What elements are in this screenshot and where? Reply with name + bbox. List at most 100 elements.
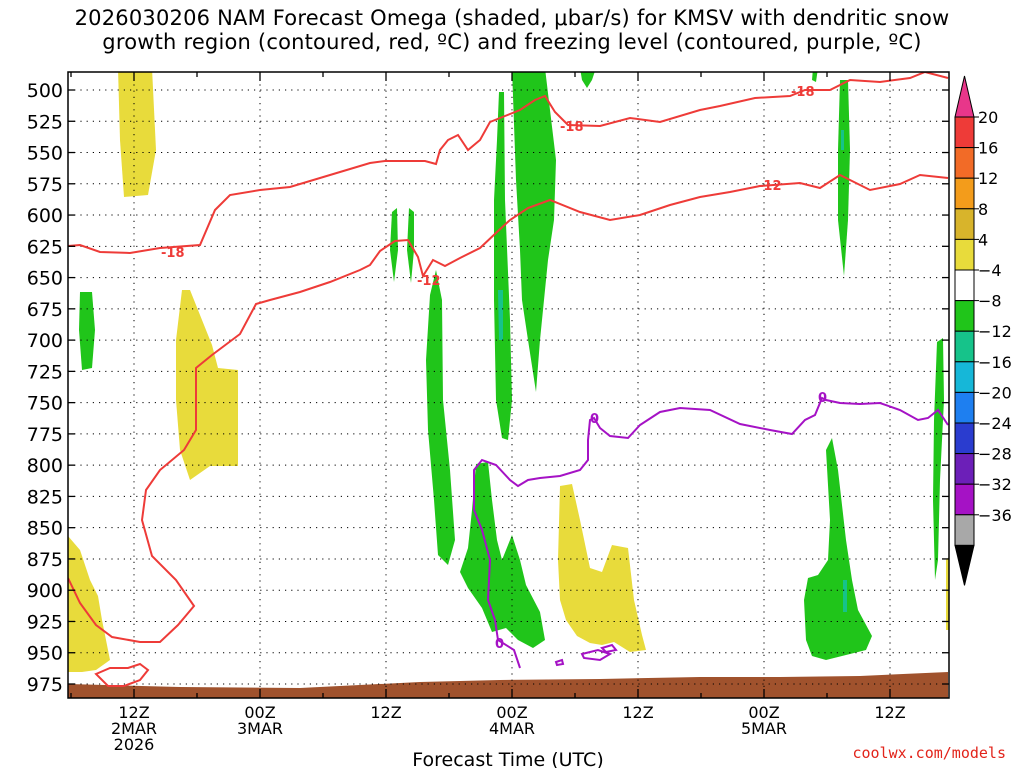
x-tick-label: 00Z <box>496 703 527 722</box>
colorbar-label: 8 <box>978 200 988 219</box>
y-tick-label: 675 <box>27 299 63 321</box>
freezing-level-small <box>600 643 618 654</box>
omega-region-negative <box>390 208 398 282</box>
colorbar-label: −8 <box>978 292 1002 311</box>
y-tick-label: 825 <box>27 486 63 508</box>
colorbar-label: 12 <box>978 169 998 188</box>
x-tick-label: 2026 <box>114 735 155 754</box>
colorbar-swatch <box>954 483 975 516</box>
omega-region-positive <box>558 484 646 652</box>
x-tick-label: 00Z <box>244 703 275 722</box>
contours <box>68 72 949 687</box>
colorbar-swatch <box>954 238 975 271</box>
omega-region-negative <box>460 462 545 648</box>
y-tick-label: 750 <box>27 393 63 415</box>
colorbar-swatch <box>954 75 975 118</box>
x-tick-label: 12Z <box>370 703 401 722</box>
colorbar-label: 4 <box>978 230 988 249</box>
y-tick-label: 725 <box>27 361 63 383</box>
y-tick-label: 950 <box>27 643 63 665</box>
y-tick-label: 525 <box>27 111 63 133</box>
omega-region-negative <box>933 338 944 580</box>
omega-region-negative <box>812 72 818 82</box>
x-tick-label: 12Z <box>874 703 905 722</box>
dgz-contour-small <box>94 662 150 687</box>
omega-region-negative <box>512 72 556 392</box>
freezing-level-small <box>580 648 613 662</box>
colorbar-swatch <box>954 422 975 455</box>
colorbar-swatch <box>954 391 975 424</box>
contour-label: -18 <box>791 85 815 100</box>
y-tick-label: 600 <box>27 205 63 227</box>
colorbar-label: 20 <box>978 108 998 127</box>
omega-core-teal <box>498 290 503 340</box>
contour-label: 0 <box>495 637 504 652</box>
contour-label: -18 <box>560 120 584 135</box>
colorbar-label: −36 <box>978 506 1012 525</box>
contour-labels: -18 -18 -18 -12 -12 0 0 0 <box>161 85 827 652</box>
omega-region-positive <box>118 72 156 197</box>
y-tick-label: 850 <box>27 518 63 540</box>
colorbar-swatch <box>954 177 975 210</box>
colorbar-swatch <box>954 300 975 332</box>
dgz-contour-minus12 <box>68 173 949 643</box>
y-tick-label: 875 <box>27 549 63 571</box>
y-tick-label: 925 <box>27 611 63 633</box>
x-tick-label: 12Z <box>622 703 653 722</box>
y-tick-label: 625 <box>27 236 63 258</box>
omega-region-negative <box>426 270 455 565</box>
colorbar-label: −24 <box>978 414 1012 433</box>
colorbar-label: −12 <box>978 322 1012 341</box>
y-tick-label: 775 <box>27 424 63 446</box>
x-tick-label: 00Z <box>748 703 779 722</box>
y-axis: 500 525 550 575 600 625 650 675 700 725 750 775 800 8… <box>27 80 949 696</box>
colorbar-swatch <box>954 116 975 149</box>
colorbar-label: −20 <box>978 383 1012 402</box>
omega-region-positive <box>68 536 110 672</box>
y-tick-label: 575 <box>27 174 63 196</box>
contour-label: -12 <box>417 274 441 289</box>
y-tick-label: 975 <box>27 674 63 696</box>
x-tick-label: 12Z <box>118 703 149 722</box>
colorbar-swatch <box>954 544 975 586</box>
y-tick-label: 800 <box>27 455 63 477</box>
chart-title: 2026030206 NAM Forecast Omega (shaded, μ… <box>0 6 1024 54</box>
title-line-1: 2026030206 NAM Forecast Omega (shaded, μ… <box>74 6 950 30</box>
omega-region-negative <box>804 438 872 660</box>
colorbar-swatch <box>954 453 975 485</box>
colorbar: 20 16 12 8 4 −4 −8 −12 −16 −20 −24 −28 −32 −36 <box>954 75 1012 586</box>
contour-label: 0 <box>590 412 599 427</box>
y-tick-label: 650 <box>27 268 63 290</box>
contour-label: -12 <box>758 179 782 194</box>
colorbar-swatch <box>954 330 975 363</box>
y-tick-label: 550 <box>27 143 63 165</box>
x-tick-label: 2MAR <box>111 719 157 738</box>
omega-region-negative <box>494 92 512 440</box>
colorbar-label: −4 <box>978 261 1002 280</box>
colorbar-label: 16 <box>978 139 998 158</box>
ground-surface <box>68 672 948 698</box>
colorbar-swatch <box>954 269 975 302</box>
colorbar-label: −16 <box>978 353 1012 372</box>
x-tick-label: 3MAR <box>237 719 283 738</box>
omega-core-teal <box>841 130 844 150</box>
colorbar-label: −32 <box>978 475 1012 494</box>
colorbar-swatch <box>954 514 975 546</box>
x-axis-label: Forecast Time (UTC) <box>412 749 603 768</box>
grid <box>68 72 949 698</box>
y-tick-label: 700 <box>27 330 63 352</box>
colorbar-swatch <box>954 147 975 179</box>
omega-core-teal <box>843 580 847 612</box>
y-tick-label: 500 <box>27 80 63 102</box>
colorbar-swatch <box>954 208 975 240</box>
colorbar-label: −28 <box>978 445 1012 464</box>
contour-label: 0 <box>818 391 827 406</box>
y-tick-label: 900 <box>27 580 63 602</box>
dgz-contour-minus18 <box>68 72 949 255</box>
title-line-2: growth region (contoured, red, ºC) and f… <box>102 30 922 54</box>
omega-region-positive <box>176 290 238 480</box>
omega-shading <box>68 72 949 698</box>
freezing-level-contour <box>473 396 949 669</box>
